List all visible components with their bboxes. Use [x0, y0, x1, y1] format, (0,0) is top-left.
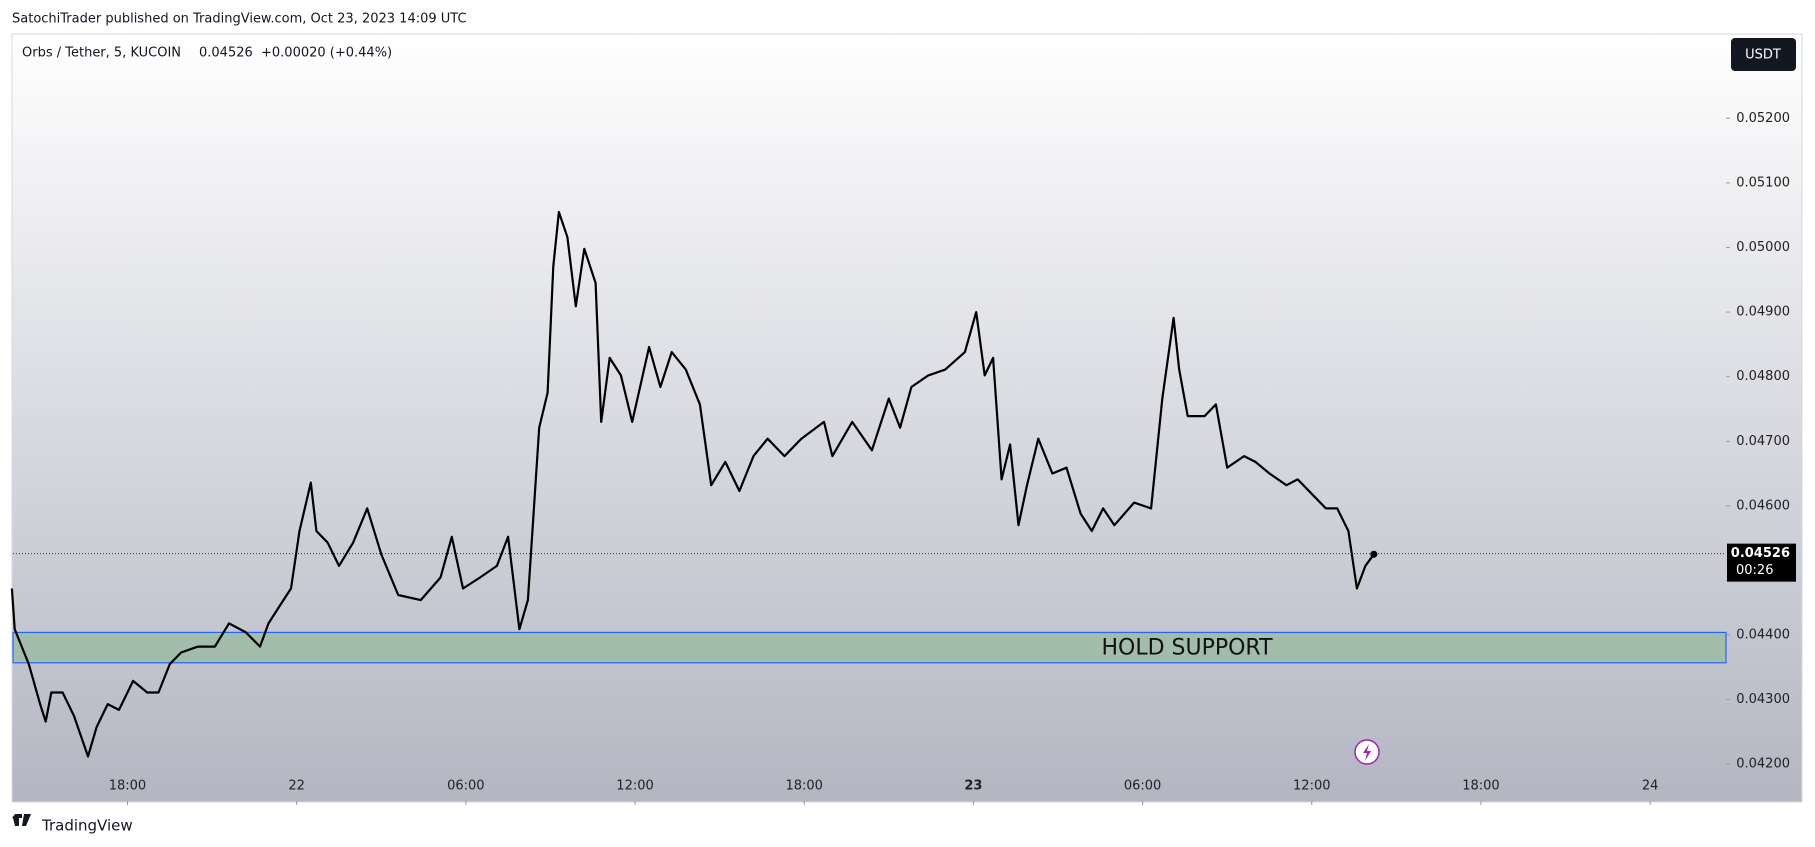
x-tick-label: 06:00 [1124, 779, 1161, 794]
legend-price: 0.04526 [199, 46, 253, 61]
y-tick-label: 0.04800 [1736, 369, 1790, 384]
currency-button[interactable] [1731, 38, 1796, 71]
y-tick-label: 0.05200 [1736, 111, 1790, 126]
price-line [10, 210, 1375, 758]
y-tick-label: 0.04600 [1736, 498, 1790, 513]
x-tick-label: 12:00 [616, 779, 653, 794]
zone-label: HOLD SUPPORT [1101, 636, 1273, 661]
x-tick-label: 24 [1642, 779, 1659, 794]
y-tick-label: 0.05000 [1736, 240, 1790, 255]
plot: 0.04200 0.04300 0.04400 0.04600 0.04700 0.048… [10, 111, 1796, 805]
x-tick-label: 18:00 [109, 779, 146, 794]
legend-change: +0.00020 (+0.44%) [261, 46, 392, 61]
y-tick-label: 0.05100 [1736, 175, 1790, 190]
y-tick-label: 0.04200 [1736, 757, 1790, 772]
x-tick-label: 12:00 [1293, 779, 1330, 794]
publisher: SatochiTrader published on TradingView.c… [12, 12, 467, 27]
countdown: 00:26 [1736, 563, 1773, 578]
chart-frame [11, 33, 1803, 803]
x-tick-label: 22 [288, 779, 305, 794]
y-tick-label: 0.04700 [1736, 434, 1790, 449]
symbol: Orbs / Tether, 5, KUCOIN [22, 46, 181, 61]
y-tick-label: 0.04400 [1736, 628, 1790, 643]
y-tick-label: 0.04300 [1736, 692, 1790, 707]
x-tick-label: 18:00 [785, 779, 822, 794]
last-price-label: 0.04526 [1731, 546, 1790, 561]
brand: TradingView [41, 817, 133, 835]
tv-logo [12, 814, 31, 826]
x-tick-label: 06:00 [447, 779, 484, 794]
x-tick-label: 23 [964, 779, 982, 794]
last-point [1370, 550, 1378, 558]
x-tick-label: 18:00 [1462, 779, 1499, 794]
support-zone [12, 631, 1727, 664]
currency[interactable]: USDT [1745, 48, 1781, 63]
lightning [1363, 744, 1371, 761]
last-price-box [1727, 543, 1796, 582]
y-tick-label: 0.04900 [1736, 305, 1790, 320]
